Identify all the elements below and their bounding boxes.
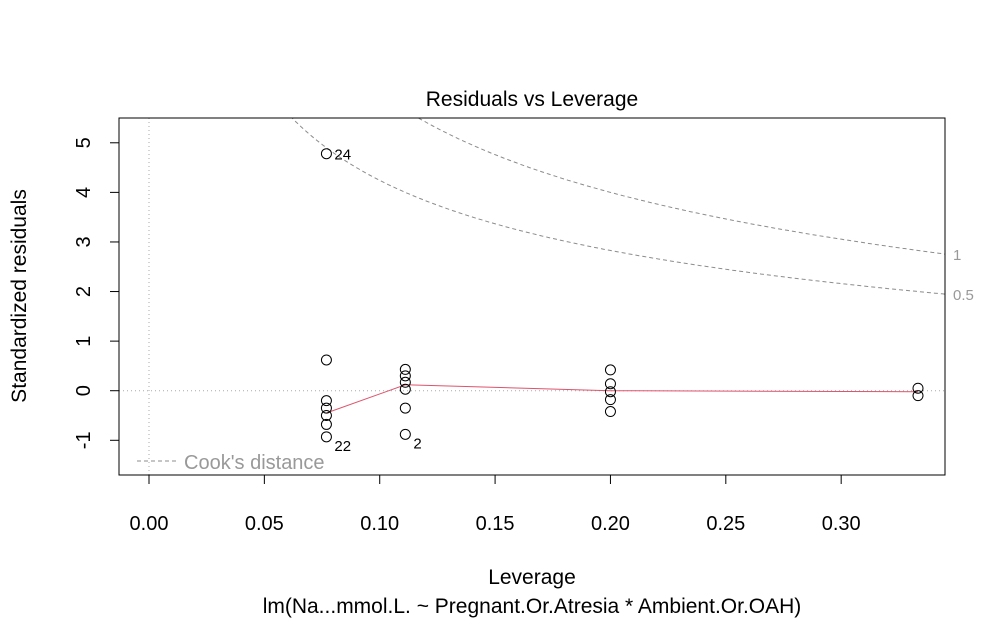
y-axis: -1 0 1 2 3 4 5 bbox=[73, 137, 120, 449]
cooks-distance-contours bbox=[291, 118, 945, 295]
y-tick-label: 4 bbox=[73, 187, 95, 198]
data-point bbox=[604, 406, 616, 418]
data-point bbox=[320, 395, 332, 407]
data-point bbox=[320, 410, 332, 421]
cooks-contour-label: 1 bbox=[953, 247, 961, 264]
data-point bbox=[320, 431, 332, 443]
smooth-line-group bbox=[326, 384, 919, 414]
data-point bbox=[912, 382, 924, 394]
contour-labels: 0.51 bbox=[953, 247, 974, 304]
data-point bbox=[320, 418, 332, 430]
legend: Cook's distance bbox=[137, 452, 325, 474]
x-tick-label: 0.25 bbox=[706, 513, 745, 535]
x-tick-label: 0.05 bbox=[245, 513, 284, 535]
data-points bbox=[320, 148, 924, 443]
y-tick-label: 2 bbox=[73, 286, 95, 297]
data-point bbox=[320, 148, 332, 160]
point-label: 22 bbox=[334, 438, 351, 455]
y-tick-label: 0 bbox=[73, 385, 95, 396]
plot-frame bbox=[118, 117, 946, 476]
data-point bbox=[399, 383, 411, 395]
data-point bbox=[912, 390, 924, 402]
y-tick-label: 1 bbox=[73, 336, 95, 347]
x-axis: 0.00 0.05 0.10 0.15 0.20 0.25 0.30 bbox=[130, 474, 861, 535]
point-label: 2 bbox=[413, 435, 421, 452]
legend-label: Cook's distance bbox=[184, 452, 325, 474]
data-point bbox=[320, 402, 332, 414]
data-point bbox=[399, 376, 411, 388]
x-tick-label: 0.00 bbox=[130, 513, 169, 535]
data-point bbox=[399, 402, 411, 414]
point-label: 24 bbox=[334, 147, 351, 164]
data-point bbox=[604, 378, 616, 390]
data-point bbox=[320, 354, 332, 366]
x-tick-label: 0.30 bbox=[822, 513, 861, 535]
y-tick-label: 5 bbox=[73, 137, 95, 148]
data-point bbox=[399, 363, 411, 375]
model-formula-subtitle: lm(Na...mmol.L. ~ Pregnant.Or.Atresia * … bbox=[263, 595, 802, 618]
y-axis-label: Standardized residuals bbox=[8, 189, 31, 403]
x-tick-label: 0.20 bbox=[591, 513, 630, 535]
cooks-contour-0.5 bbox=[291, 118, 945, 295]
data-point bbox=[399, 370, 411, 382]
data-point bbox=[604, 394, 616, 406]
cooks-contour-1 bbox=[417, 118, 945, 255]
x-tick-label: 0.15 bbox=[476, 513, 515, 535]
data-point bbox=[399, 428, 411, 440]
cooks-contour-label: 0.5 bbox=[953, 287, 974, 304]
y-tick-label: -1 bbox=[73, 431, 95, 449]
x-axis-label: Leverage bbox=[488, 566, 576, 589]
data-point bbox=[604, 386, 616, 398]
chart-title: Residuals vs Leverage bbox=[426, 88, 638, 111]
x-tick-label: 0.10 bbox=[360, 513, 399, 535]
data-point bbox=[604, 364, 616, 376]
reference-lines bbox=[119, 118, 945, 475]
y-tick-label: 3 bbox=[73, 236, 95, 247]
smooth-line bbox=[326, 384, 919, 414]
